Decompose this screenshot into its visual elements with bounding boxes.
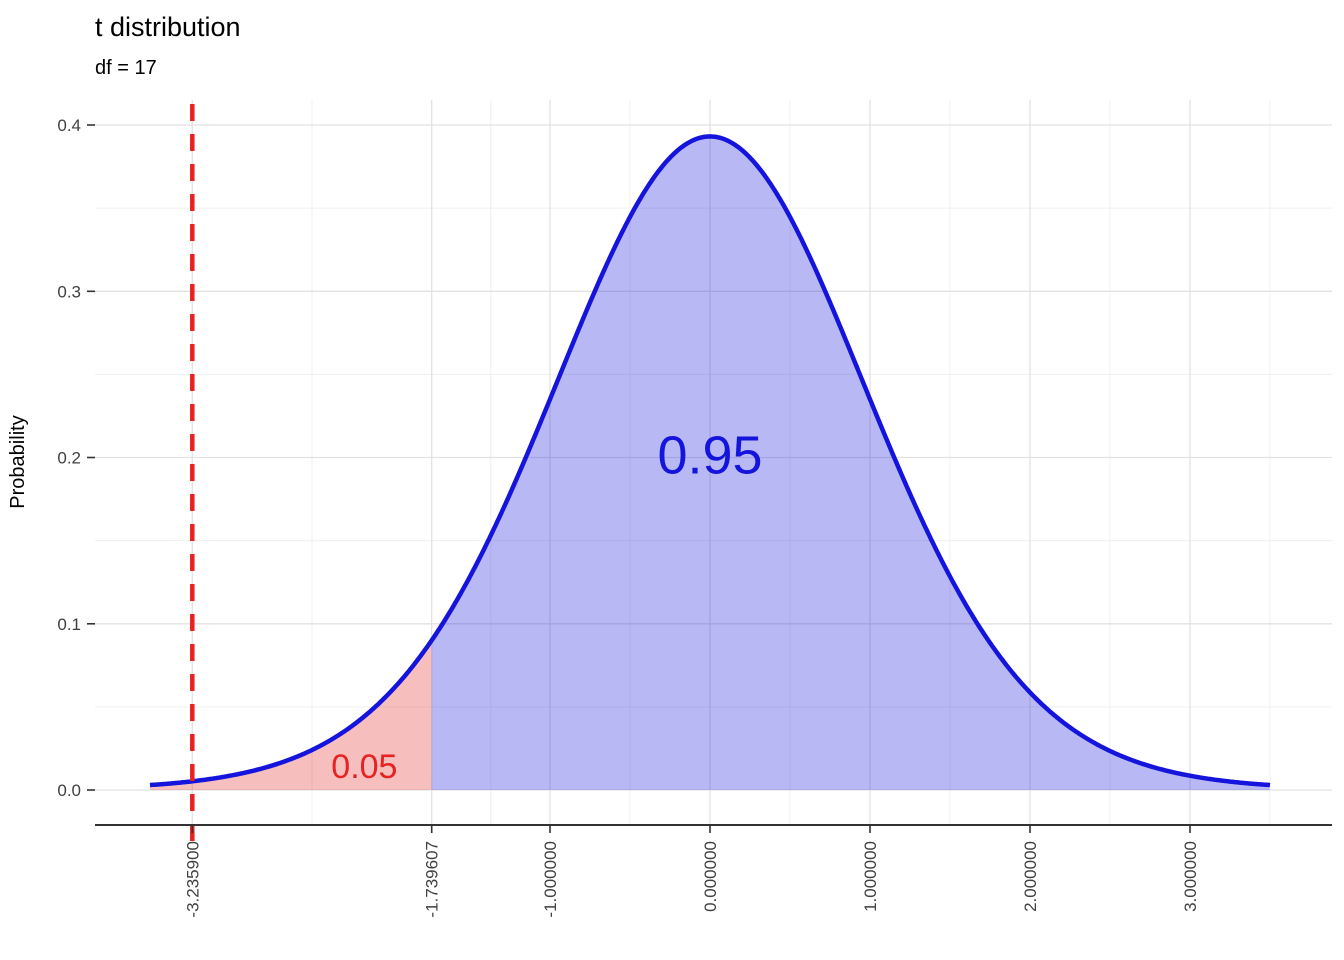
y-tick-label: 0.4	[57, 116, 81, 135]
x-tick-label: -1.000000	[541, 841, 560, 918]
x-tick-label: -1.739607	[423, 841, 442, 918]
chart-subtitle: df = 17	[95, 57, 157, 79]
x-tick-label: 3.000000	[1181, 841, 1200, 912]
y-tick-label: 0.1	[57, 615, 81, 634]
x-tick-label: 1.000000	[861, 841, 880, 912]
y-axis-title: Probability	[7, 415, 29, 508]
x-tick-label: 0.000000	[701, 841, 720, 912]
lower-tail-fill	[150, 640, 432, 790]
y-tick-label: 0.3	[57, 282, 81, 301]
y-tick-label: 0.2	[57, 449, 81, 468]
grid-minor	[95, 100, 1332, 825]
x-tick-label: 2.000000	[1021, 841, 1040, 912]
x-tick-label: -3.235900	[183, 841, 202, 918]
area-annotation: 0.95	[657, 425, 762, 485]
upper-region-fill	[431, 136, 1270, 790]
area-annotation: 0.05	[331, 748, 397, 786]
axis-ticks	[87, 124, 1191, 833]
y-tick-label: 0.0	[57, 781, 81, 800]
density-curve	[149, 134, 1271, 788]
x-axis-labels: -3.235900 -1.739607 -1.000000 0.000000 1.000…	[183, 841, 1200, 918]
grid-major	[95, 100, 1332, 825]
y-axis-labels: 0.0 0.1 0.2 0.3 0.4	[57, 116, 81, 800]
chart-title: t distribution	[95, 12, 241, 42]
